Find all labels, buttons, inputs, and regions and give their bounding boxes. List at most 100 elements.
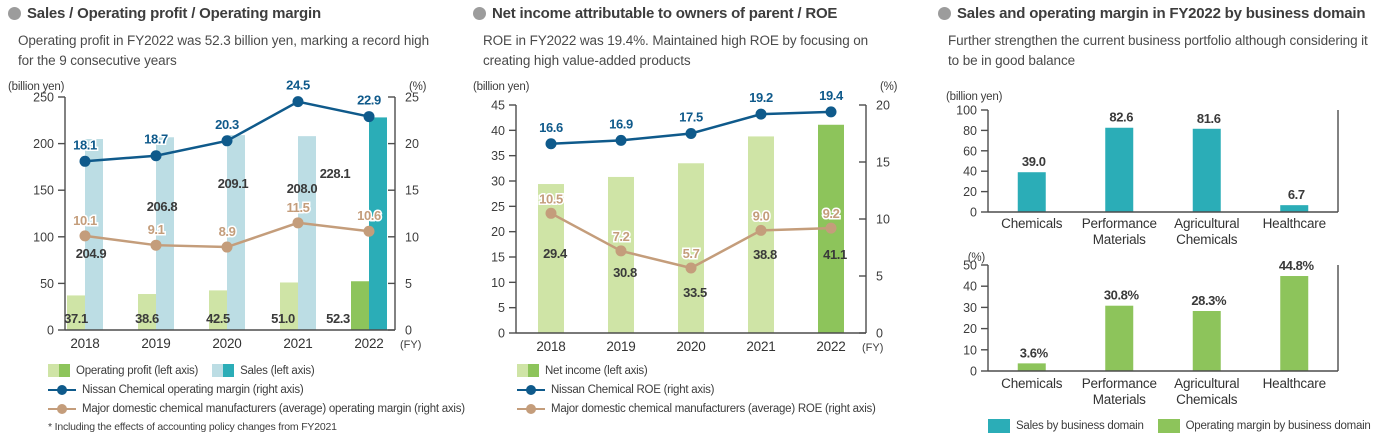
legend-label: Major domestic chemical manufacturers (a… [551, 402, 876, 415]
svg-text:Performance: Performance [1082, 376, 1157, 391]
svg-text:2021: 2021 [746, 339, 775, 354]
svg-text:0: 0 [47, 324, 54, 338]
svg-text:Chemicals: Chemicals [1176, 392, 1238, 407]
svg-text:Healthcare: Healthcare [1263, 376, 1326, 391]
panel-title: Sales / Operating profit / Operating mar… [27, 5, 321, 22]
svg-text:5: 5 [498, 301, 505, 315]
svg-text:29.4: 29.4 [543, 246, 568, 261]
svg-text:Chemicals: Chemicals [1176, 232, 1238, 247]
svg-text:2019: 2019 [141, 336, 170, 351]
svg-text:10.1: 10.1 [73, 213, 97, 228]
panel-subtitle: Further strengthen the current business … [948, 33, 1368, 68]
svg-text:2022: 2022 [816, 339, 845, 354]
sales-operating-profit-chart: 0 50 100 150 200 250 0 5 10 15 20 25 37.1 38.6 42.5 51.… [8, 78, 427, 351]
svg-text:44.8%: 44.8% [1279, 258, 1315, 273]
svg-text:206.8: 206.8 [147, 199, 178, 214]
svg-text:Chemicals: Chemicals [1001, 376, 1063, 391]
svg-text:80: 80 [963, 124, 977, 138]
margin-domain-swatch-icon [1157, 418, 1180, 433]
svg-text:2021: 2021 [283, 336, 312, 351]
legend-label: Sales by business domain [1016, 419, 1144, 432]
sales-swatch-icon [212, 364, 235, 377]
svg-text:25: 25 [491, 200, 505, 214]
svg-text:250: 250 [33, 91, 54, 105]
panel-title-row: Sales and operating margin in FY2022 by … [938, 5, 1365, 22]
svg-text:Materials: Materials [1093, 232, 1146, 247]
svg-text:2020: 2020 [212, 336, 241, 351]
svg-text:28.3%: 28.3% [1191, 293, 1227, 308]
net-income-roe-chart: 0 5 10 15 20 25 30 35 40 45 0 5 10 15 20 29.4 30.8 33.5 38… [473, 81, 898, 354]
svg-text:(%): (%) [880, 81, 898, 93]
bullet-icon [473, 7, 486, 20]
line-marker-icon [48, 402, 76, 415]
svg-text:(%): (%) [409, 81, 427, 93]
svg-text:150: 150 [33, 184, 54, 198]
svg-text:25: 25 [405, 91, 419, 105]
svg-text:45: 45 [491, 99, 505, 113]
svg-text:18.1: 18.1 [73, 137, 97, 152]
svg-text:15: 15 [405, 184, 419, 198]
svg-text:Materials: Materials [1093, 392, 1146, 407]
legend-label: Operating margin by business domain [1185, 419, 1371, 432]
chart-legend: Net income (left axis) Nissan Chemical R… [517, 361, 876, 418]
svg-text:10: 10 [963, 343, 977, 357]
svg-text:40: 40 [963, 280, 977, 294]
chart-legend: Sales by business domain Operating margi… [988, 416, 1371, 435]
legend-item: Nissan Chemical ROE (right axis) [517, 383, 715, 396]
svg-text:15: 15 [876, 156, 890, 170]
legend-label: Nissan Chemical ROE (right axis) [551, 383, 715, 396]
svg-text:19.4: 19.4 [819, 88, 844, 103]
svg-text:(billion yen): (billion yen) [8, 81, 65, 93]
svg-text:30.8%: 30.8% [1104, 288, 1140, 303]
svg-text:42.5: 42.5 [206, 311, 230, 326]
svg-text:9.2: 9.2 [823, 206, 840, 221]
svg-text:228.1: 228.1 [320, 166, 351, 181]
svg-text:30.8: 30.8 [613, 265, 637, 280]
svg-text:24.5: 24.5 [286, 78, 310, 93]
svg-text:20: 20 [405, 137, 419, 151]
svg-text:33.5: 33.5 [683, 285, 707, 300]
svg-text:11.5: 11.5 [287, 200, 310, 215]
svg-text:2020: 2020 [676, 339, 705, 354]
svg-text:38.8: 38.8 [753, 247, 777, 262]
sales-domain-swatch-icon [988, 418, 1010, 433]
svg-text:22.9: 22.9 [357, 93, 381, 108]
panel-net-income-roe: Net income attributable to owners of par… [465, 0, 930, 443]
legend-item: Sales (left axis) [212, 364, 315, 377]
svg-text:6.7: 6.7 [1288, 187, 1305, 202]
svg-text:10.6: 10.6 [357, 208, 381, 223]
svg-text:81.6: 81.6 [1197, 111, 1221, 126]
svg-text:Performance: Performance [1082, 216, 1157, 231]
svg-text:Chemicals: Chemicals [1001, 216, 1063, 231]
svg-text:204.9: 204.9 [76, 246, 107, 261]
svg-text:(%): (%) [968, 252, 986, 264]
svg-text:40: 40 [491, 124, 505, 138]
svg-text:16.6: 16.6 [539, 120, 563, 135]
svg-text:5: 5 [876, 270, 883, 284]
panel-title-row: Net income attributable to owners of par… [473, 5, 837, 22]
line-marker-icon [48, 383, 76, 396]
svg-text:52.3: 52.3 [326, 311, 350, 326]
line-marker-icon [517, 383, 545, 396]
svg-text:17.5: 17.5 [679, 110, 703, 125]
svg-text:60: 60 [963, 144, 977, 158]
svg-text:(billion yen): (billion yen) [473, 81, 530, 93]
svg-text:(FY): (FY) [862, 342, 883, 354]
panel-title: Sales and operating margin in FY2022 by … [957, 5, 1366, 22]
operating-profit-swatch-icon [48, 364, 70, 377]
panel-title-row: Sales / Operating profit / Operating mar… [8, 5, 321, 22]
svg-text:10: 10 [491, 276, 505, 290]
svg-text:0: 0 [970, 206, 977, 220]
svg-text:9.1: 9.1 [148, 222, 165, 237]
svg-text:Agricultural: Agricultural [1174, 216, 1239, 231]
line-marker-icon [517, 402, 545, 415]
chart-legend: Operating profit (left axis) Sales (left… [48, 361, 465, 418]
legend-label: Major domestic chemical manufacturers (a… [82, 402, 465, 415]
legend-label: Net income (left axis) [545, 364, 648, 377]
svg-text:0: 0 [876, 327, 883, 341]
bullet-icon [938, 7, 951, 20]
svg-text:3.6%: 3.6% [1020, 345, 1049, 360]
svg-text:20: 20 [491, 225, 505, 239]
svg-text:40: 40 [963, 165, 977, 179]
